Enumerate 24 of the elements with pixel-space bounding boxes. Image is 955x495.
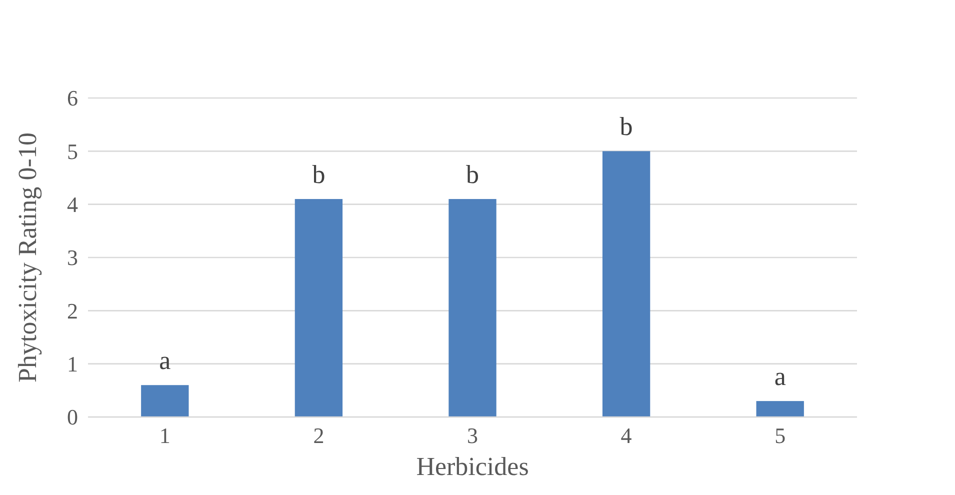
annotation: b (312, 160, 326, 190)
annotation: b (466, 160, 479, 190)
x-tick-label: 2 (313, 423, 324, 448)
x-tick-label: 5 (774, 423, 786, 448)
x-tick-label: 3 (467, 423, 478, 448)
y-tick-label: 0 (67, 404, 78, 430)
bar (294, 199, 343, 417)
y-tick-label: 4 (67, 192, 78, 218)
y-tick-label: 6 (67, 86, 78, 111)
x-axis-title: Herbicides (416, 452, 529, 481)
y-tick-label: 2 (67, 298, 78, 324)
annotation: b (620, 112, 633, 142)
y-tick-label: 5 (67, 138, 78, 164)
x-tick-label: 1 (159, 423, 170, 448)
bar (141, 385, 189, 417)
bar (602, 151, 650, 417)
x-tick-label: 4 (620, 423, 632, 448)
y-axis-title: Phytoxicity Rating 0-10 (13, 132, 42, 382)
bar (756, 401, 804, 417)
annotation: a (774, 362, 786, 392)
bar (448, 199, 496, 417)
annotation: a (159, 346, 172, 376)
y-tick-label: 3 (67, 245, 78, 270)
y-tick-label: 1 (67, 352, 78, 377)
